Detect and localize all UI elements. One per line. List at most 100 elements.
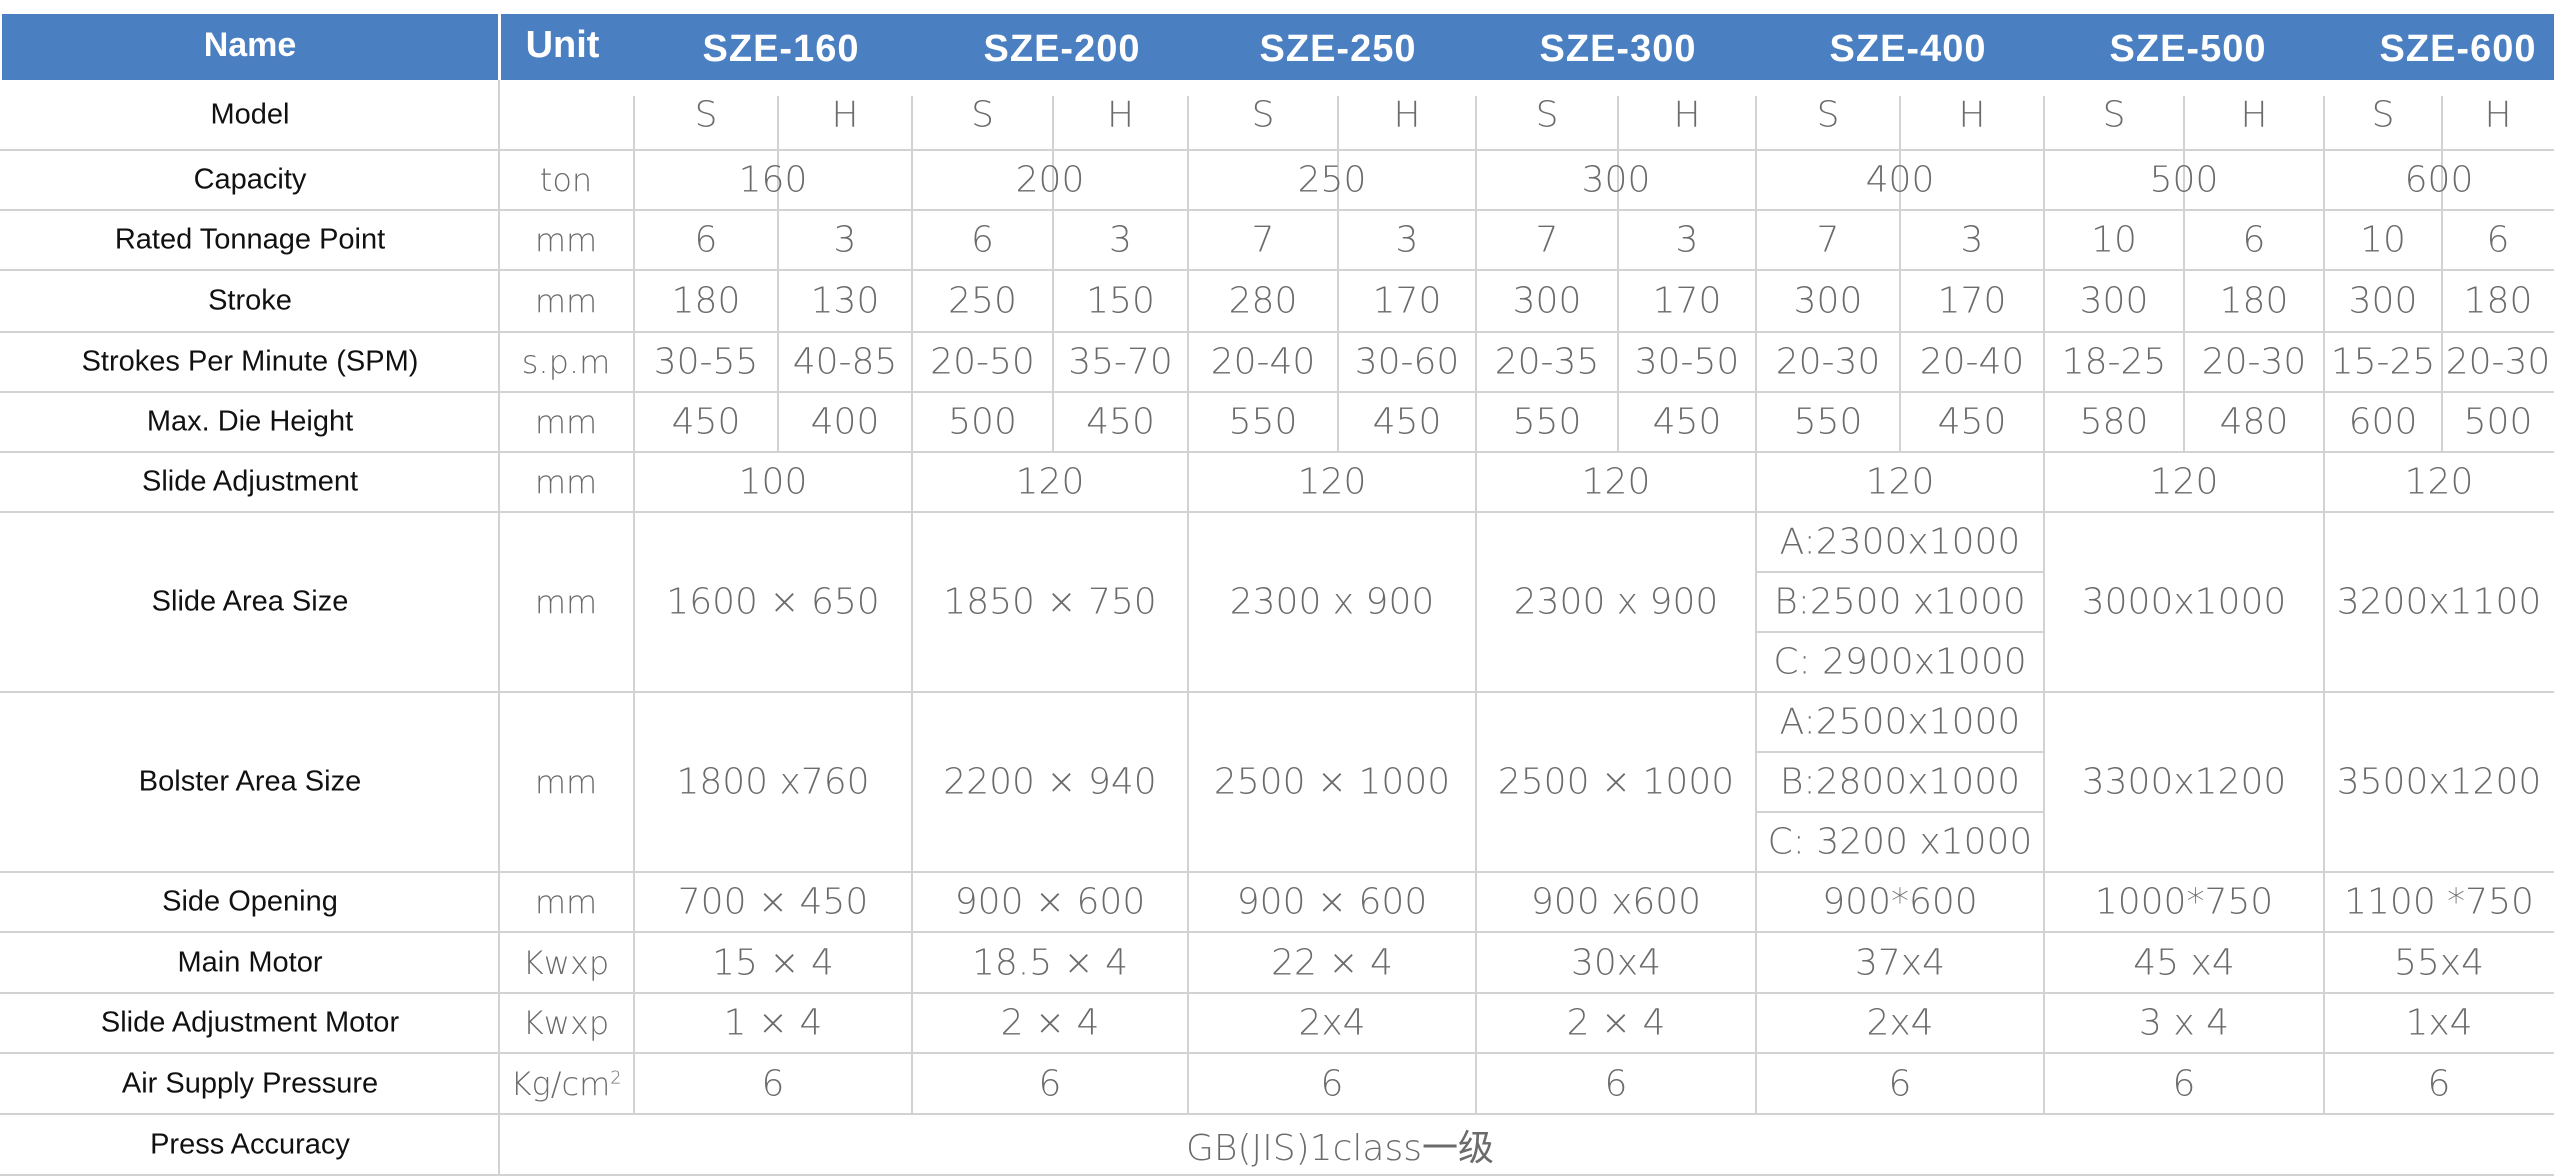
unit-rated: mm — [534, 221, 598, 259]
cell-die: 450 — [1372, 401, 1442, 443]
cell-model: S — [2102, 94, 2126, 136]
cell-adjmotor: 2 × 4 — [1566, 1002, 1666, 1044]
cell-stroke: 170 — [1372, 280, 1442, 322]
cell-bolster: 2500 × 1000 — [1497, 761, 1735, 803]
cell-die: 550 — [1228, 401, 1298, 443]
cell-stroke: 250 — [948, 280, 1017, 322]
unit-air: Kg/cm2 — [511, 1065, 622, 1103]
col-divider — [498, 80, 500, 1114]
unit-bolster: mm — [534, 763, 598, 801]
cell-model: H — [1673, 94, 1701, 136]
cell-rated: 7 — [1251, 219, 1275, 261]
row-divider — [0, 931, 2554, 933]
sub-col-divider — [1337, 96, 1339, 452]
row-divider — [0, 331, 2554, 333]
cell-bolster: 1800 x760 — [676, 761, 870, 803]
cell-die: 580 — [2079, 401, 2149, 443]
cell-die: 450 — [671, 401, 741, 443]
cell-bolster-sze400: A:2500x1000 — [1779, 701, 2021, 743]
cell-model: S — [1251, 94, 1275, 136]
cell-stroke: 300 — [2079, 280, 2149, 322]
cell-model: H — [2484, 94, 2512, 136]
cell-capacity: 500 — [2149, 159, 2219, 201]
cell-model: H — [1393, 94, 1421, 136]
cell-capacity: 600 — [2404, 159, 2474, 201]
cell-bolster: 2500 × 1000 — [1213, 761, 1451, 803]
cell-rated: 7 — [1816, 219, 1840, 261]
row-divider — [0, 511, 2554, 513]
cell-stroke: 300 — [2348, 280, 2418, 322]
row-divider — [0, 691, 2554, 693]
cell-spm: 20-30 — [2445, 341, 2551, 383]
header-model-sze-400: SZE-400 — [1829, 28, 1987, 70]
cell-capacity: 400 — [1865, 159, 1935, 201]
cell-bolster-sze400: C: 3200 x1000 — [1767, 821, 2033, 863]
cell-rated: 3 — [1960, 219, 1984, 261]
header-unit-cell — [501, 14, 634, 80]
cell-slideadj: 120 — [1581, 461, 1651, 503]
row-divider — [0, 269, 2554, 271]
cell-spm: 30-55 — [653, 341, 759, 383]
cell-stroke: 150 — [1086, 280, 1155, 322]
cell-rated: 6 — [2242, 219, 2266, 261]
row-label-side: Side Opening — [162, 885, 338, 918]
cell-spm: 15-25 — [2330, 341, 2436, 383]
cell-model: H — [1958, 94, 1986, 136]
unit-capacity: ton — [539, 161, 593, 199]
row-label-motor: Main Motor — [177, 946, 323, 978]
cell-slideadj: 120 — [1297, 461, 1367, 503]
cell-spm: 20-35 — [1494, 341, 1600, 383]
sub-col-divider — [1617, 96, 1619, 452]
row-label-rated: Rated Tonnage Point — [114, 223, 386, 256]
cell-rated: 6 — [2486, 219, 2510, 261]
row-label-slideadj: Slide Adjustment — [141, 465, 359, 498]
row-label-accuracy: Press Accuracy — [150, 1128, 350, 1160]
cell-die: 480 — [2219, 401, 2289, 443]
cell-spm: 20-30 — [1775, 341, 1881, 383]
cell-rated: 10 — [2360, 219, 2406, 261]
cell-slidearea: 3200x1100 — [2336, 581, 2542, 623]
cell-model: H — [1106, 94, 1135, 136]
col-divider — [498, 1114, 500, 1175]
header-model-sze-200: SZE-200 — [983, 28, 1141, 70]
cell-air: 6 — [2172, 1063, 2196, 1104]
cell-side: 900 × 600 — [954, 881, 1146, 923]
cell-air: 6 — [1038, 1063, 1062, 1104]
cell-side: 1000*750 — [2094, 881, 2274, 923]
cell-adjmotor: 2 × 4 — [1000, 1002, 1100, 1044]
cell-stroke: 300 — [1512, 280, 1582, 322]
sub-col-divider — [2441, 96, 2443, 452]
unit-slideadj: mm — [534, 463, 598, 501]
cell-side: 900 × 600 — [1236, 881, 1428, 923]
cell-air: 6 — [1604, 1063, 1628, 1104]
header-models-bar — [634, 14, 2554, 80]
cell-adjmotor: 3 x 4 — [2139, 1002, 2229, 1044]
cell-stroke: 170 — [1652, 280, 1722, 322]
cell-spm: 20-40 — [1210, 341, 1316, 383]
sub-divider — [1756, 811, 2044, 813]
row-divider — [0, 149, 2554, 151]
cell-adjmotor: 1x4 — [2405, 1002, 2473, 1044]
header-model-sze-600: SZE-600 — [2379, 28, 2537, 70]
row-label-spm: Strokes Per Minute (SPM) — [81, 345, 419, 378]
cell-die: 500 — [2463, 401, 2533, 443]
accuracy-value: GB(JIS)1class一级 — [1186, 1127, 1494, 1169]
cell-side: 700 × 450 — [677, 881, 869, 923]
cell-slideadj: 120 — [2404, 461, 2474, 503]
cell-side: 900*600 — [1822, 881, 1978, 923]
row-divider — [0, 209, 2554, 211]
cell-slidearea-sze400: A:2300x1000 — [1779, 521, 2021, 563]
row-label-capacity: Capacity — [193, 163, 307, 196]
cell-motor: 37x4 — [1854, 942, 1946, 983]
cell-slidearea: 1850 × 750 — [943, 581, 1157, 623]
unit-spm: s.p.m — [521, 343, 611, 381]
cell-air: 6 — [761, 1063, 785, 1104]
sub-divider — [1756, 571, 2044, 573]
cell-capacity: 160 — [738, 159, 808, 201]
cell-die: 600 — [2348, 401, 2418, 443]
row-divider — [0, 451, 2554, 453]
cell-die: 450 — [1937, 401, 2007, 443]
group-divider — [1187, 96, 1189, 1114]
cell-model: S — [2371, 94, 2395, 136]
cell-spm: 35-70 — [1068, 341, 1173, 383]
